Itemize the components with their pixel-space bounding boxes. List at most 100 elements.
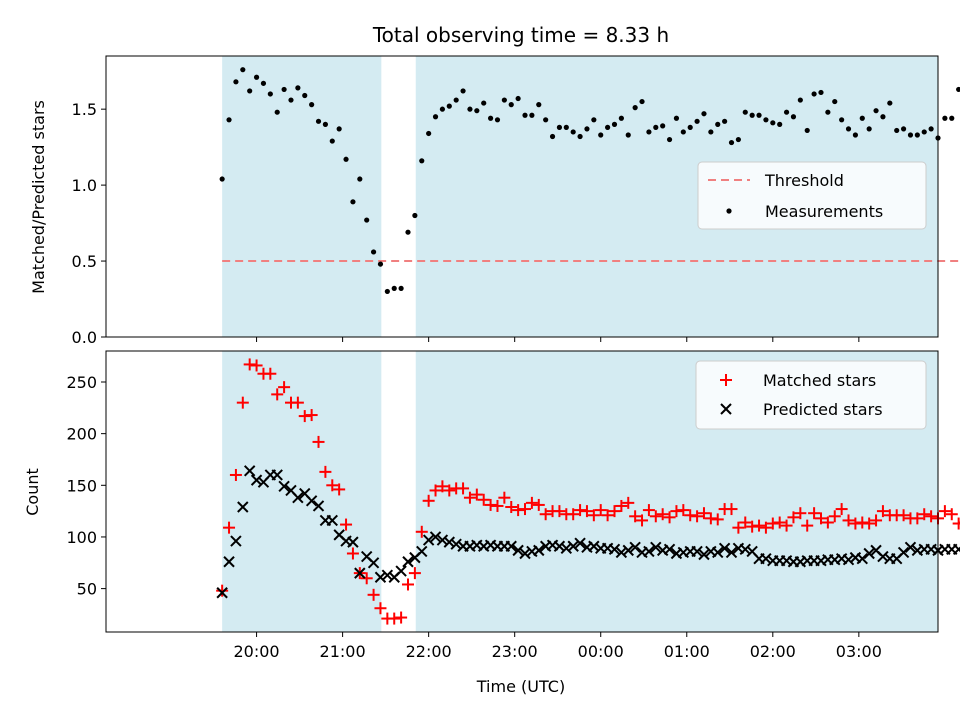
y-tick-label: 200 <box>66 425 97 444</box>
matched-stars-point <box>753 519 766 532</box>
matched-stars-point <box>463 491 476 504</box>
predicted-stars-point <box>760 552 772 565</box>
measurement-point <box>756 112 762 118</box>
marker-stroke <box>560 542 573 555</box>
marker-stroke <box>897 546 910 559</box>
matched-stars-point <box>401 578 414 591</box>
measurement-point <box>481 100 487 106</box>
ratio-legend-box <box>697 161 927 230</box>
matched-stars-point <box>629 510 642 523</box>
y-tick-label: 150 <box>66 476 97 495</box>
x-tick-label: 01:00 <box>664 642 710 661</box>
measurement-point <box>536 102 542 108</box>
matched-stars-point <box>243 358 256 371</box>
measurement-point <box>797 97 803 103</box>
measurement-point <box>701 111 707 117</box>
marker-stroke <box>237 501 249 513</box>
predicted-stars-point <box>374 571 387 583</box>
measurement-point <box>329 138 335 144</box>
marker-stroke <box>216 587 228 599</box>
matched-stars-point <box>574 504 587 517</box>
measurement-point <box>274 109 280 115</box>
measurement-point <box>694 118 700 124</box>
matched-stars-point <box>636 514 649 527</box>
y-tick-label: 0.5 <box>72 252 97 271</box>
matched-stars-point <box>835 503 848 516</box>
predicted-stars-point <box>897 546 910 559</box>
predicted-stars-point <box>574 537 586 549</box>
predicted-stars-point <box>305 495 318 507</box>
predicted-stars-point <box>292 491 304 504</box>
measurement-point <box>315 118 322 124</box>
count-panel: 50 100 150 200 250 20:00 21:00 22:00 23:00 00:00… <box>23 350 960 696</box>
measurement-point <box>364 217 370 223</box>
matched-stars-point <box>814 512 827 525</box>
marker-stroke <box>505 540 517 552</box>
legend-predicted-label: Predicted stars <box>763 400 883 419</box>
measurement-point <box>377 261 384 267</box>
matched-stars-point <box>491 499 504 512</box>
matched-stars-point <box>697 507 710 520</box>
matched-stars-point <box>264 367 277 380</box>
matched-stars-point <box>739 516 752 529</box>
measurement-point <box>887 100 893 106</box>
legend-threshold-label: Threshold <box>764 171 844 190</box>
matched-stars-point <box>794 507 807 520</box>
predicted-stars-point <box>230 535 242 547</box>
matched-stars-point <box>663 511 676 524</box>
measurement-point <box>625 132 631 138</box>
marker-stroke <box>243 465 256 477</box>
matched-stars-point <box>519 503 532 516</box>
marker-stroke <box>354 567 366 579</box>
predicted-stars-point <box>533 544 545 557</box>
matched-stars-point <box>876 505 889 518</box>
measurement-point <box>439 106 446 112</box>
measurement-point <box>680 129 686 135</box>
matched-stars-point <box>938 505 951 518</box>
measurement-point <box>302 92 308 99</box>
measurement-point <box>322 121 329 127</box>
matched-stars-series <box>216 358 960 625</box>
measurement-point <box>949 115 955 121</box>
measurement-point <box>811 91 817 97</box>
marker-stroke <box>326 514 338 527</box>
marker-stroke <box>285 484 297 497</box>
measurement-point <box>426 130 432 137</box>
predicted-stars-point <box>650 541 662 553</box>
measurement-point <box>673 115 680 121</box>
marker-stroke <box>588 540 600 552</box>
matched-stars-point <box>580 505 593 518</box>
predicted-stars-point <box>243 465 256 477</box>
predicted-stars-point <box>395 565 407 577</box>
measurement-point <box>453 97 459 103</box>
marker-stroke <box>395 565 407 577</box>
legend-measurements-label: Measurements <box>765 202 883 221</box>
predicted-stars-point <box>698 548 710 561</box>
measurement-point <box>866 126 872 132</box>
measurement-point <box>474 108 480 114</box>
matched-stars-point <box>216 584 229 597</box>
marker-stroke <box>450 538 462 550</box>
matched-stars-point <box>622 496 635 509</box>
predicted-stars-point <box>629 541 641 553</box>
matched-stars-point <box>429 484 442 497</box>
measurement-point <box>370 249 377 255</box>
measurement-point <box>549 133 556 140</box>
measurement-point <box>446 103 452 109</box>
matched-stars-point <box>415 525 428 538</box>
matched-stars-point <box>863 517 876 530</box>
measurement-point <box>639 98 645 105</box>
measurement-point <box>336 126 342 132</box>
predicted-stars-point <box>223 556 235 568</box>
matched-stars-point <box>498 491 511 504</box>
predicted-stars-point <box>663 543 676 556</box>
predicted-stars-point <box>416 545 428 558</box>
measurement-point <box>309 102 315 108</box>
marker-stroke <box>305 495 318 507</box>
measurements-series <box>219 67 960 295</box>
marker-stroke <box>443 536 456 548</box>
measurement-point <box>956 86 960 93</box>
matched-stars-point <box>512 504 525 517</box>
matched-stars-point <box>849 517 862 530</box>
